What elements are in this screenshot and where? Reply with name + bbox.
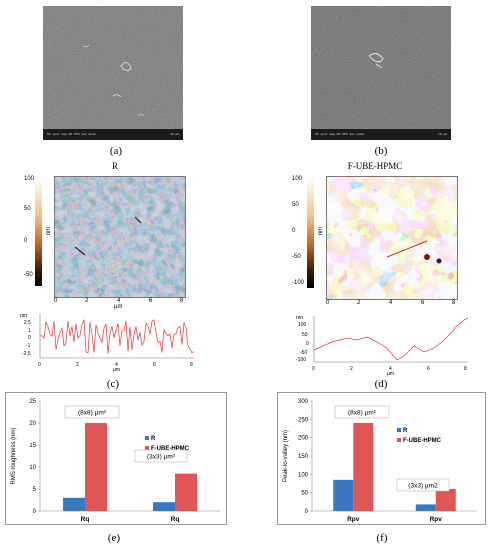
y-tick-label: 0	[305, 509, 309, 515]
afm-colorbar-right-unit: nm	[318, 226, 325, 236]
afm-map-right-texture	[327, 177, 457, 299]
profile-left-ylabel-5: -2.5	[22, 351, 31, 357]
profile-right-ylabel-3: 0	[306, 341, 309, 347]
category-label: Rq	[171, 516, 180, 523]
y-tick-label: 20	[29, 421, 36, 427]
profile-right: nm 100 50 0 -50 -100 0 2 4 6 8 µm	[296, 315, 469, 376]
profile-right-ylabel-1: 100	[298, 322, 307, 328]
profile-left-xunit: µm	[113, 367, 120, 372]
legend-label: R	[403, 428, 408, 434]
sem-image-b: HV spot mag WD HFW det mode 10 µm	[311, 6, 451, 140]
profile-left-ylabel-4: -1	[26, 343, 31, 349]
y-tick-label: 0	[33, 509, 37, 515]
legend-label: R	[151, 436, 156, 442]
profile-right-xtick-0: 0	[312, 366, 315, 372]
y-tick-label: 15	[29, 443, 36, 449]
caption-e: (e)	[107, 532, 121, 544]
afm-colorbar-right-labels: 100 50 0 -50 -100	[292, 176, 305, 286]
legend-swatch	[145, 436, 149, 440]
annotation-box	[134, 449, 188, 463]
profile-left-ylabel-0: nm	[20, 313, 27, 319]
profile-right-line	[313, 317, 469, 361]
chart-f: 0 50 100 150 200 250 300 Peak-to-valley (nm) Rpv…	[283, 399, 477, 523]
afm-colorbar-left-labels: 100 50 0 -50	[24, 176, 35, 278]
profile-right-ylabel-2: 50	[302, 332, 308, 338]
y-tick-label: 300	[298, 399, 309, 405]
category-label: Rpv	[430, 516, 443, 523]
annotation-box	[64, 405, 120, 419]
bar-r	[333, 479, 354, 511]
caption-c: (c)	[106, 378, 120, 390]
afm-colorbar-left-unit: nm	[46, 226, 53, 236]
sem-info-bar-a: HV spot mag WD HFW det mode 10 µm	[43, 129, 183, 140]
y-tick-label: 200	[298, 436, 309, 442]
y-tick-label: 50	[301, 491, 308, 497]
afm-colorbar-right	[307, 178, 314, 288]
afm-map-left	[54, 176, 186, 298]
category-label: Rpv	[347, 516, 360, 523]
bar-r	[153, 502, 175, 511]
bar-r	[415, 504, 436, 511]
bar-f-ube-hpmc	[175, 473, 197, 511]
annotation-label: (3x3) µm²	[147, 454, 176, 461]
category-label: Rq	[81, 516, 90, 523]
bar-f-ube-hpmc	[435, 489, 456, 511]
y-tick-label: 150	[298, 454, 309, 460]
profile-left-xtick-1: 2	[76, 362, 79, 368]
bar-f-ube-hpmc	[85, 423, 107, 511]
profile-right-xtick-2: 4	[389, 366, 392, 372]
y-tick-label: 10	[29, 465, 36, 471]
afm-map-left-xunit: µm	[114, 304, 123, 310]
y-axis-label: RMS roughness (nm)	[11, 427, 17, 484]
profile-right-xtick-1: 2	[350, 366, 353, 372]
annotation-label: (8x8) µm²	[348, 410, 377, 417]
profile-right-xtick-3: 6	[427, 366, 430, 372]
profile-right-ylabel-0: nm	[296, 315, 303, 321]
chart-e: 0 5 10 15 20 25 RMS roughness (nm) Rq Rq R F-UBE-H…	[11, 399, 220, 523]
profile-right-ylabel-5: -100	[296, 357, 306, 363]
annotation-label: (8x8) µm²	[78, 410, 107, 417]
bar-f-ube-hpmc	[353, 423, 374, 511]
caption-d: (d)	[374, 378, 388, 390]
annotation-box	[396, 478, 450, 492]
profile-left-ylabel-1: 2.5	[24, 320, 31, 326]
sem-texture-a	[43, 6, 183, 140]
profile-left-ylabel-3: 0	[28, 335, 31, 341]
caption-b: (b)	[374, 145, 388, 157]
profile-left-xtick-0: 0	[38, 362, 41, 368]
legend-label: F-UBE-HPMC	[403, 438, 442, 444]
y-tick-label: 250	[298, 417, 309, 423]
profile-left-xtick-4: 8	[190, 362, 193, 368]
legend-label: F-UBE-HPMC	[151, 446, 190, 452]
profile-left: nm 2.5 1 0 -1 -2.5 0 2 4 6 8 µm	[20, 313, 195, 372]
profile-left-line	[39, 319, 195, 354]
y-tick-label: 25	[29, 399, 36, 405]
profile-right-ylabel-4: -50	[300, 350, 307, 356]
caption-f: (f)	[376, 532, 388, 544]
sem-info-bar-b: HV spot mag WD HFW det mode 10 µm	[311, 129, 451, 140]
profile-right-xtick-4: 8	[464, 366, 467, 372]
afm-map-left-texture	[55, 177, 185, 297]
profile-left-xtick-3: 6	[153, 362, 156, 368]
legend-swatch	[397, 428, 401, 432]
legend-swatch	[397, 438, 401, 442]
sem-texture-b	[311, 6, 451, 140]
bar-r	[63, 497, 85, 511]
profile-left-xtick-2: 4	[115, 362, 118, 368]
y-tick-label: 5	[33, 487, 37, 493]
annotation-label: (3x3) µm2	[408, 483, 438, 490]
afm-colorbar-left	[35, 178, 42, 286]
profile-left-ylabel-2: 1	[28, 328, 31, 334]
afm-map-right	[326, 176, 458, 300]
afm-title-left: R	[111, 161, 118, 171]
annotation-box	[334, 405, 390, 419]
profile-right-xunit: µm	[387, 371, 394, 376]
afm-title-right: F-UBE-HPMC	[347, 161, 403, 171]
y-axis-label: Peak-to-valley (nm)	[283, 430, 289, 482]
y-tick-label: 100	[298, 472, 309, 478]
sem-image-a: HV spot mag WD HFW det mode 10 µm	[43, 6, 183, 140]
legend-swatch	[145, 446, 149, 450]
caption-a: (a)	[109, 145, 123, 157]
